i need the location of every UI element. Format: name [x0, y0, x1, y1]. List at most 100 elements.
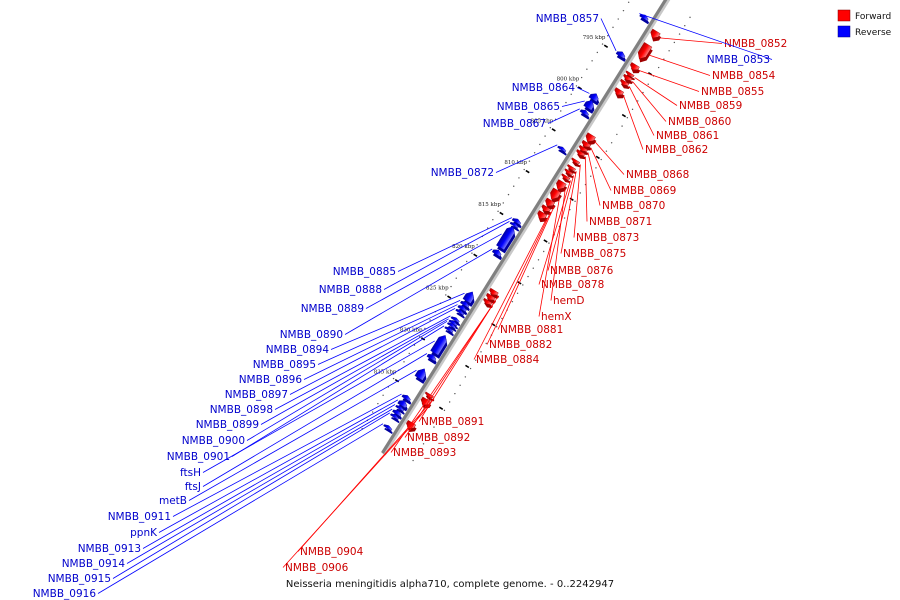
reverse-gene-nmbb-0864[interactable] [588, 91, 603, 106]
label-leader-line [188, 369, 417, 501]
label-leader-line [659, 37, 723, 44]
label-leader-line [397, 217, 512, 272]
minor-tick-dot [424, 327, 426, 330]
reverse-gene-nmbb-0857[interactable] [615, 50, 629, 62]
reverse-gene-nmbb-0867[interactable] [579, 108, 592, 120]
forward-gene-hemd[interactable] [553, 179, 569, 195]
backbone-line [381, 0, 668, 454]
gene-label-nmbb-0890: NMBB_0890 [280, 329, 343, 341]
gene-label-ppnk: ppnK [130, 527, 158, 539]
minor-tick-dot [616, 133, 618, 136]
minor-tick-dot [579, 192, 581, 194]
major-tick-mark [499, 211, 504, 216]
reverse-gene-nmbb-0853[interactable] [638, 13, 651, 25]
reverse-gene-nmbb-0911[interactable] [400, 393, 413, 405]
gene-label-nmbb-0871: NMBB_0871 [589, 216, 652, 228]
forward-gene-nmbb-0868[interactable] [582, 132, 597, 148]
gene-label-nmbb-0899: NMBB_0899 [196, 419, 259, 431]
forward-gene-nmbb-0871[interactable] [574, 149, 587, 161]
gene-body [509, 221, 519, 229]
forward-gene-nmbb-0875[interactable] [565, 164, 578, 175]
gene-label-nmbb-0852: NMBB_0852 [724, 38, 787, 50]
forward-gene-nmbb-0876[interactable] [563, 168, 576, 180]
gene-label-nmbb-0900: NMBB_0900 [182, 435, 245, 447]
minor-tick-dot [621, 125, 623, 127]
label-leader-line [573, 164, 581, 238]
major-tick-mark [525, 169, 530, 174]
gene-label-nmbb-0906: NMBB_0906 [285, 562, 349, 574]
gene-label-nmbb-0901: NMBB_0901 [167, 451, 230, 463]
minor-tick-dot [454, 392, 456, 395]
minor-tick-dot [600, 158, 602, 161]
label-leader-line [561, 100, 585, 107]
strand-legend: Forward Reverse [837, 9, 892, 38]
minor-tick-dot [433, 426, 435, 428]
label-leader-line [260, 318, 449, 425]
forward-gene-nmbb-0859[interactable] [624, 70, 637, 82]
major-tick-mark [394, 378, 400, 383]
gene-label-nmbb-0854: NMBB_0854 [712, 70, 776, 82]
minor-tick-dot [591, 60, 593, 62]
reverse-gene-nmbb-0865[interactable] [582, 98, 598, 114]
legend-reverse-label: Reverse [855, 28, 892, 38]
reverse-gene-nmbb-0897[interactable] [454, 308, 467, 319]
minor-tick-dot [544, 135, 546, 137]
reverse-gene-nmbb-0901[interactable] [443, 325, 456, 337]
label-leader-line [590, 147, 612, 191]
reverse-gene-nmbb-0890[interactable] [491, 248, 505, 261]
label-leader-line [538, 180, 571, 285]
forward-gene-nmbb-0861[interactable] [618, 78, 631, 91]
forward-gene-nmbb-0882[interactable] [539, 204, 553, 217]
gene-body [561, 173, 571, 180]
gene-depth-face [391, 417, 400, 424]
label-leader-line [330, 292, 465, 350]
forward-gene-nmbb-0852[interactable] [647, 28, 662, 44]
forward-gene-nmbb-0854[interactable] [634, 42, 654, 64]
gene-body [564, 168, 574, 175]
reverse-gene-ftsj[interactable] [426, 352, 440, 365]
minor-tick-dot [607, 35, 609, 37]
minor-tick-dot [469, 367, 472, 370]
forward-gene-nmbb-0873[interactable] [569, 157, 582, 169]
legend-forward-swatch [837, 9, 851, 22]
reverse-gene-nmbb-0913[interactable] [394, 404, 407, 415]
tick-label-820: 820 kbp [452, 244, 475, 250]
gene-depth-face [558, 149, 567, 156]
label-leader-line [634, 77, 678, 106]
minor-tick-dot [533, 152, 536, 154]
forward-gene-nmbb-0881[interactable] [542, 197, 557, 212]
gene-body [614, 87, 625, 96]
reverse-gene-nmbb-0916[interactable] [382, 423, 395, 435]
label-leader-line [202, 340, 435, 473]
reverse-gene-nmbb-0872[interactable] [556, 145, 569, 156]
gene-body [390, 413, 399, 420]
gene-body [491, 249, 502, 257]
reverse-gene-nmbb-0900[interactable] [446, 321, 459, 333]
reverse-gene-metb[interactable] [414, 366, 431, 384]
reverse-gene-ppnk[interactable] [396, 398, 410, 412]
tick-label-835: 835 kbp [374, 369, 397, 375]
gene-body [557, 145, 567, 153]
label-leader-line [158, 399, 399, 533]
forward-gene-nmbb-0878[interactable] [559, 173, 572, 185]
reverse-gene-nmbb-0915[interactable] [389, 412, 402, 424]
minor-tick-dot [471, 252, 473, 254]
reverse-gene-ftsh[interactable] [429, 333, 451, 359]
reverse-gene-nmbb-0894[interactable] [462, 289, 479, 307]
tick-label-830: 830 kbp [400, 327, 423, 333]
gene-body [571, 157, 581, 164]
backbone-shadow [382, 0, 671, 456]
gene-label-nmbb-0891: NMBB_0891 [421, 416, 484, 428]
gene-label-nmbb-0875: NMBB_0875 [563, 248, 626, 260]
minor-tick-dot [532, 267, 534, 269]
forward-gene-nmbb-0855[interactable] [627, 62, 641, 75]
minor-tick-dot [429, 319, 431, 321]
reverse-gene-nmbb-0889[interactable] [495, 224, 519, 254]
minor-tick-dot [392, 377, 395, 380]
minor-tick-dot [377, 402, 379, 405]
gene-label-nmbb-0911: NMBB_0911 [108, 511, 171, 523]
forward-gene-nmbb-0862[interactable] [612, 87, 626, 100]
gene-body [383, 424, 393, 431]
forward-gene-nmbb-0893[interactable] [481, 297, 494, 310]
